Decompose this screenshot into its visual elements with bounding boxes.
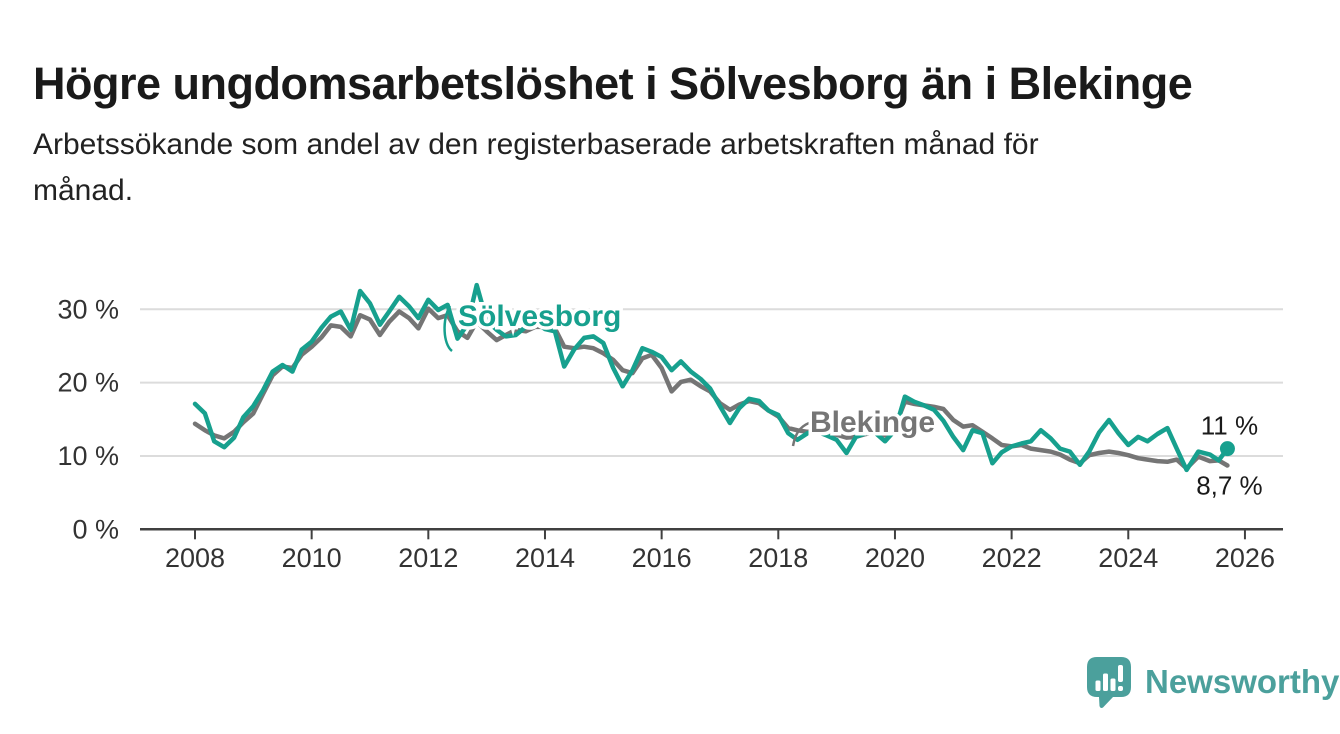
series-label-leader-solvesborg	[443, 305, 453, 352]
x-axis-tick-label: 2012	[398, 543, 458, 573]
x-axis-tick-label: 2022	[982, 543, 1042, 573]
x-axis-tick-label: 2018	[748, 543, 808, 573]
logo-bar-mid	[1110, 678, 1116, 691]
y-axis-tick-label: 20 %	[57, 368, 119, 398]
chart-title: Högre ungdomsarbetslöshet i Sölvesborg ä…	[33, 58, 1193, 110]
series-label-solvesborg: Sölvesborg	[458, 300, 621, 333]
chart-subtitle-line-1: Arbetssökande som andel av den registerb…	[33, 128, 1039, 161]
newsworthy-wordmark: Newsworthy	[1145, 663, 1340, 700]
x-axis-tick-label: 2020	[865, 543, 925, 573]
solvesborg-line	[192, 282, 1230, 473]
x-axis-tick-label: 2010	[282, 543, 342, 573]
x-axis-tick-label: 2024	[1098, 543, 1158, 573]
latest-value-label-blekinge: 8,7 %	[1196, 471, 1263, 501]
y-axis-tick-label: 0 %	[72, 514, 119, 544]
series-label-leader-blekinge	[791, 421, 810, 447]
x-axis-tick-label: 2014	[515, 543, 575, 573]
logo-bar-short	[1095, 680, 1101, 691]
newsworthy-logo-icon	[1087, 657, 1131, 708]
y-axis-tick-label: 10 %	[57, 441, 119, 471]
logo-exclamation-bar	[1118, 665, 1123, 682]
latest-value-label-solvesborg: 11 %	[1201, 411, 1258, 441]
chart-subtitle-line-2: månad.	[33, 174, 134, 207]
y-axis-tick-label: 30 %	[57, 294, 119, 324]
logo-exclamation-dot	[1118, 686, 1123, 691]
x-axis-tick-label: 2016	[632, 543, 692, 573]
series-label-blekinge: Blekinge	[810, 406, 935, 439]
latest-value-marker-solvesborg	[1219, 441, 1235, 457]
chart-subtitle: Arbetssökande som andel av den registerb…	[33, 122, 1283, 214]
x-axis-tick-label: 2026	[1215, 543, 1275, 573]
newsworthy-brand: Newsworthy	[1086, 656, 1339, 708]
logo-bar-tall	[1103, 673, 1108, 691]
x-axis-tick-label: 2008	[165, 543, 225, 573]
